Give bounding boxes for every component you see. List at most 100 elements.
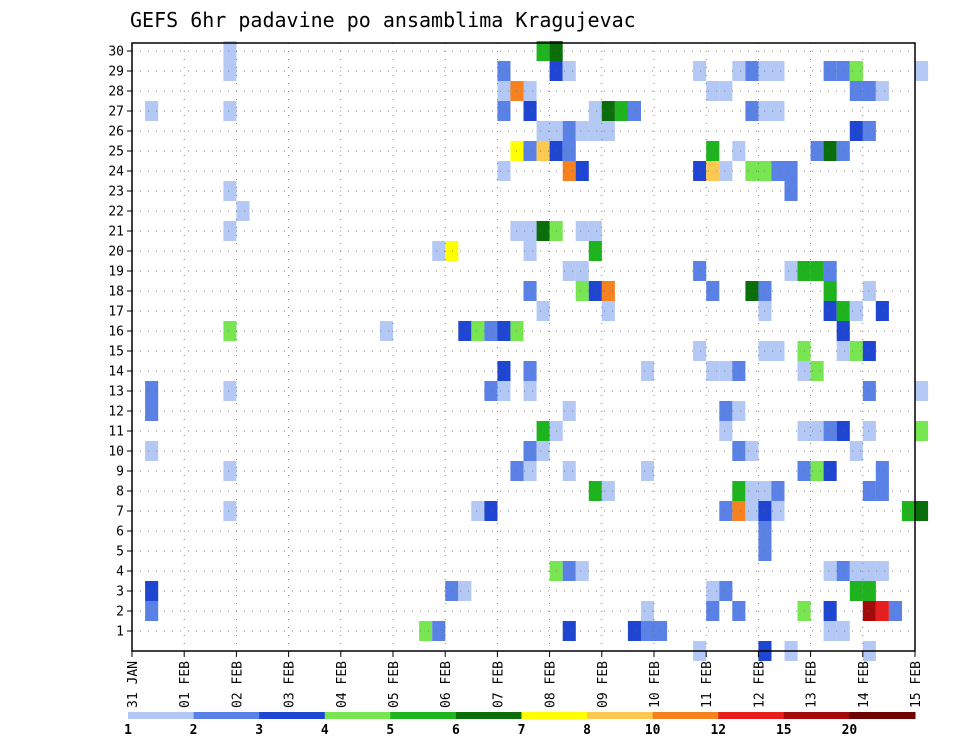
y-tick-label: 6 bbox=[116, 525, 124, 540]
data-cell bbox=[719, 161, 733, 181]
data-cell bbox=[236, 201, 250, 221]
data-cell bbox=[784, 261, 798, 281]
data-cell bbox=[706, 161, 720, 181]
data-cell bbox=[693, 341, 707, 361]
x-tick-label: 05 FEB bbox=[387, 661, 402, 708]
y-tick-label: 23 bbox=[108, 185, 124, 200]
y-tick-label: 9 bbox=[116, 465, 124, 480]
data-cell bbox=[575, 561, 589, 581]
data-cell bbox=[523, 361, 537, 381]
data-cell bbox=[823, 601, 837, 621]
colorbar-label: 7 bbox=[518, 723, 526, 738]
data-cell bbox=[706, 361, 720, 381]
data-cell bbox=[836, 621, 850, 641]
data-cell bbox=[536, 41, 550, 61]
data-cell bbox=[575, 221, 589, 241]
y-tick-label: 7 bbox=[116, 505, 124, 520]
colorbar-label: 8 bbox=[583, 723, 591, 738]
data-cell bbox=[641, 601, 655, 621]
colorbar-segment bbox=[587, 712, 654, 719]
data-cell bbox=[523, 141, 537, 161]
colorbar-segment bbox=[455, 712, 522, 719]
data-cell bbox=[145, 441, 159, 461]
y-tick-label: 5 bbox=[116, 545, 124, 560]
y-axis-ticks: 1234567891011121314151617181920212223242… bbox=[108, 45, 132, 640]
data-cell bbox=[862, 421, 876, 441]
colorbar-label: 1 bbox=[124, 723, 132, 738]
y-tick-label: 15 bbox=[108, 345, 124, 360]
data-cell bbox=[588, 281, 602, 301]
data-cell bbox=[497, 61, 511, 81]
x-tick-label: 02 FEB bbox=[230, 661, 245, 708]
x-tick-label: 13 FEB bbox=[805, 661, 820, 708]
data-cell bbox=[523, 101, 537, 121]
colorbar-label: 3 bbox=[255, 723, 263, 738]
data-cell bbox=[823, 301, 837, 321]
y-tick-label: 17 bbox=[108, 305, 124, 320]
y-tick-label: 12 bbox=[108, 405, 124, 420]
data-cell bbox=[223, 321, 237, 341]
data-cell bbox=[875, 481, 889, 501]
data-cell bbox=[562, 461, 576, 481]
heatmap-cells bbox=[145, 41, 929, 661]
data-cell bbox=[745, 441, 759, 461]
data-cell bbox=[732, 601, 746, 621]
data-cell bbox=[588, 221, 602, 241]
data-cell bbox=[223, 41, 237, 61]
data-cell bbox=[745, 501, 759, 521]
data-cell bbox=[849, 61, 863, 81]
data-cell bbox=[836, 341, 850, 361]
data-cell bbox=[693, 61, 707, 81]
data-cell bbox=[145, 601, 159, 621]
data-cell bbox=[823, 281, 837, 301]
data-cell bbox=[745, 61, 759, 81]
data-cell bbox=[445, 241, 459, 261]
data-cell bbox=[888, 601, 902, 621]
data-cell bbox=[627, 101, 641, 121]
data-cell bbox=[445, 581, 459, 601]
y-tick-label: 14 bbox=[108, 365, 124, 380]
data-cell bbox=[875, 461, 889, 481]
data-cell bbox=[745, 101, 759, 121]
data-cell bbox=[862, 581, 876, 601]
data-cell bbox=[497, 161, 511, 181]
x-tick-label: 12 FEB bbox=[752, 661, 767, 708]
y-tick-label: 19 bbox=[108, 265, 124, 280]
y-tick-label: 1 bbox=[116, 625, 124, 640]
chart-title: GEFS 6hr padavine po ansamblima Kragujev… bbox=[130, 8, 636, 32]
data-cell bbox=[562, 121, 576, 141]
data-cell bbox=[536, 221, 550, 241]
data-cell bbox=[588, 101, 602, 121]
data-cell bbox=[523, 281, 537, 301]
data-cell bbox=[862, 81, 876, 101]
colorbar-label: 12 bbox=[710, 723, 726, 738]
data-cell bbox=[745, 161, 759, 181]
data-cell bbox=[379, 321, 393, 341]
data-cell bbox=[575, 281, 589, 301]
data-cell bbox=[432, 621, 446, 641]
data-cell bbox=[536, 301, 550, 321]
data-cell bbox=[523, 81, 537, 101]
data-cell bbox=[575, 121, 589, 141]
data-cell bbox=[849, 581, 863, 601]
y-tick-label: 16 bbox=[108, 325, 124, 340]
colorbar-label: 4 bbox=[321, 723, 329, 738]
x-tick-label: 01 FEB bbox=[178, 661, 193, 708]
colorbar-label: 5 bbox=[386, 723, 394, 738]
data-cell bbox=[732, 61, 746, 81]
data-cell bbox=[706, 601, 720, 621]
data-cell bbox=[562, 261, 576, 281]
data-cell bbox=[223, 381, 237, 401]
data-cell bbox=[784, 161, 798, 181]
x-tick-label: 15 FEB bbox=[909, 661, 924, 708]
data-cell bbox=[497, 381, 511, 401]
data-cell bbox=[562, 161, 576, 181]
data-cell bbox=[836, 321, 850, 341]
colorbar-label: 10 bbox=[645, 723, 661, 738]
data-cell bbox=[771, 341, 785, 361]
colorbar-segment bbox=[390, 712, 457, 719]
data-cell bbox=[588, 121, 602, 141]
data-cell bbox=[719, 361, 733, 381]
colorbar-segment bbox=[128, 712, 195, 719]
data-cell bbox=[223, 221, 237, 241]
